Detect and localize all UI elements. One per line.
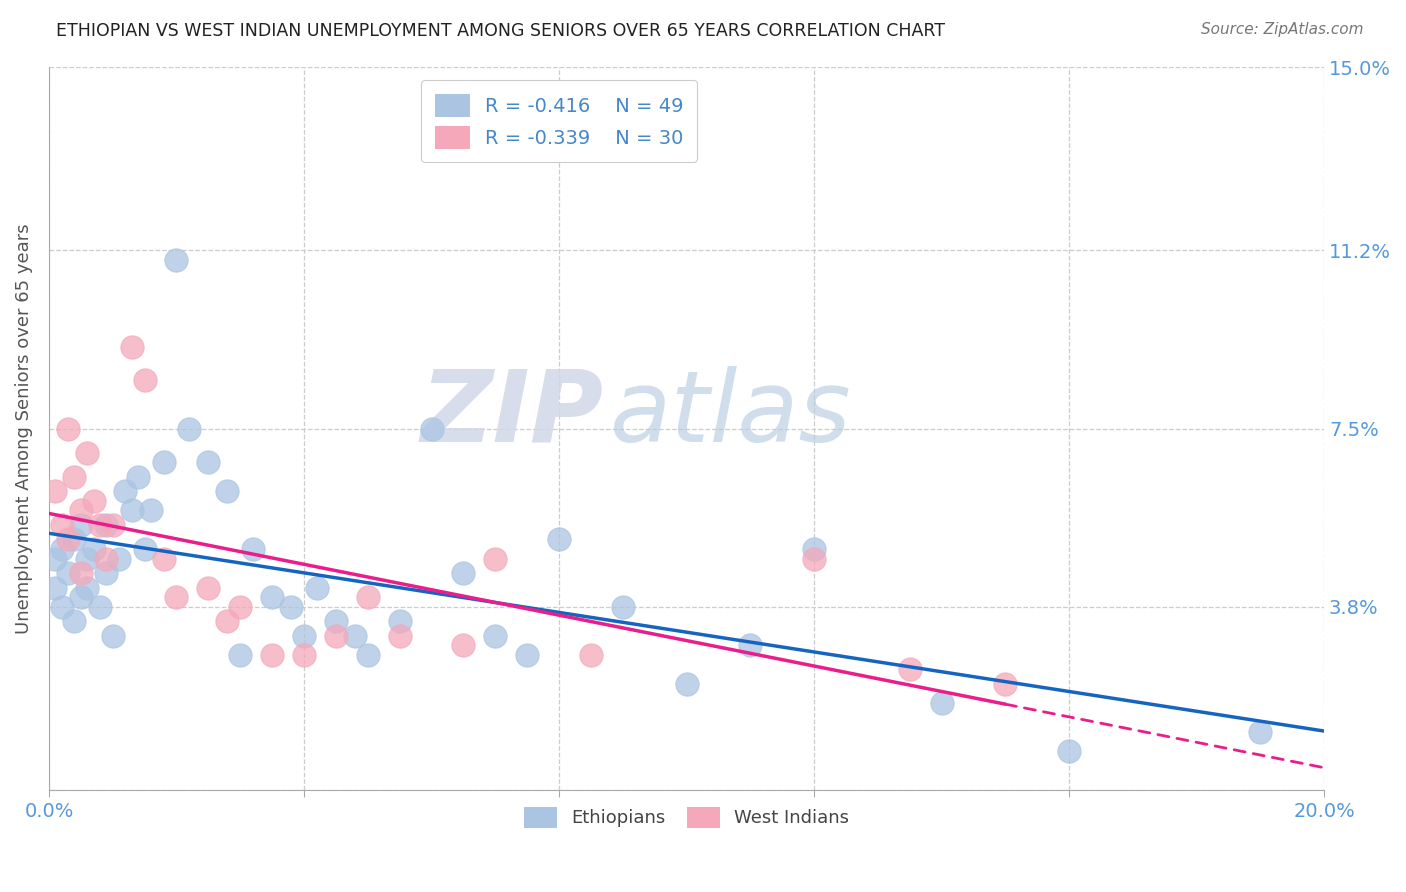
- Point: [134, 541, 156, 556]
- Point: [325, 629, 347, 643]
- Point: [63, 469, 86, 483]
- Point: [420, 421, 443, 435]
- Point: [217, 484, 239, 499]
- Point: [76, 581, 98, 595]
- Text: atlas: atlas: [610, 366, 852, 463]
- Point: [931, 696, 953, 710]
- Point: [96, 551, 118, 566]
- Point: [127, 469, 149, 483]
- Point: [76, 445, 98, 459]
- Point: [262, 590, 284, 604]
- Point: [803, 551, 825, 566]
- Point: [579, 648, 602, 662]
- Point: [83, 493, 105, 508]
- Point: [63, 533, 86, 547]
- Point: [76, 551, 98, 566]
- Point: [740, 638, 762, 652]
- Point: [44, 484, 66, 499]
- Point: [44, 551, 66, 566]
- Point: [548, 533, 571, 547]
- Point: [453, 566, 475, 580]
- Point: [217, 614, 239, 628]
- Point: [357, 590, 380, 604]
- Point: [56, 566, 79, 580]
- Point: [179, 421, 201, 435]
- Point: [388, 614, 411, 628]
- Point: [1249, 725, 1271, 739]
- Point: [484, 551, 506, 566]
- Point: [96, 517, 118, 532]
- Point: [89, 517, 111, 532]
- Point: [197, 455, 219, 469]
- Point: [343, 629, 366, 643]
- Point: [166, 590, 188, 604]
- Point: [70, 517, 93, 532]
- Point: [51, 517, 73, 532]
- Point: [357, 648, 380, 662]
- Point: [83, 541, 105, 556]
- Point: [516, 648, 538, 662]
- Point: [63, 614, 86, 628]
- Point: [292, 629, 315, 643]
- Point: [96, 566, 118, 580]
- Point: [262, 648, 284, 662]
- Point: [612, 599, 634, 614]
- Text: ETHIOPIAN VS WEST INDIAN UNEMPLOYMENT AMONG SENIORS OVER 65 YEARS CORRELATION CH: ETHIOPIAN VS WEST INDIAN UNEMPLOYMENT AM…: [56, 22, 945, 40]
- Point: [484, 629, 506, 643]
- Point: [152, 455, 174, 469]
- Point: [139, 503, 162, 517]
- Point: [803, 541, 825, 556]
- Point: [325, 614, 347, 628]
- Point: [280, 599, 302, 614]
- Point: [242, 541, 264, 556]
- Point: [89, 599, 111, 614]
- Point: [675, 677, 697, 691]
- Point: [1057, 744, 1080, 758]
- Point: [388, 629, 411, 643]
- Point: [229, 599, 252, 614]
- Point: [305, 581, 328, 595]
- Point: [121, 503, 143, 517]
- Point: [121, 340, 143, 354]
- Point: [898, 662, 921, 676]
- Point: [994, 677, 1017, 691]
- Point: [166, 252, 188, 267]
- Point: [292, 648, 315, 662]
- Point: [70, 503, 93, 517]
- Text: ZIP: ZIP: [420, 366, 603, 463]
- Point: [108, 551, 131, 566]
- Point: [70, 590, 93, 604]
- Point: [70, 566, 93, 580]
- Legend: Ethiopians, West Indians: Ethiopians, West Indians: [517, 800, 856, 835]
- Point: [44, 581, 66, 595]
- Point: [229, 648, 252, 662]
- Y-axis label: Unemployment Among Seniors over 65 years: Unemployment Among Seniors over 65 years: [15, 223, 32, 634]
- Point: [51, 541, 73, 556]
- Point: [197, 581, 219, 595]
- Point: [101, 517, 124, 532]
- Point: [56, 533, 79, 547]
- Point: [51, 599, 73, 614]
- Point: [101, 629, 124, 643]
- Point: [114, 484, 136, 499]
- Point: [56, 421, 79, 435]
- Point: [453, 638, 475, 652]
- Point: [152, 551, 174, 566]
- Point: [134, 373, 156, 387]
- Text: Source: ZipAtlas.com: Source: ZipAtlas.com: [1201, 22, 1364, 37]
